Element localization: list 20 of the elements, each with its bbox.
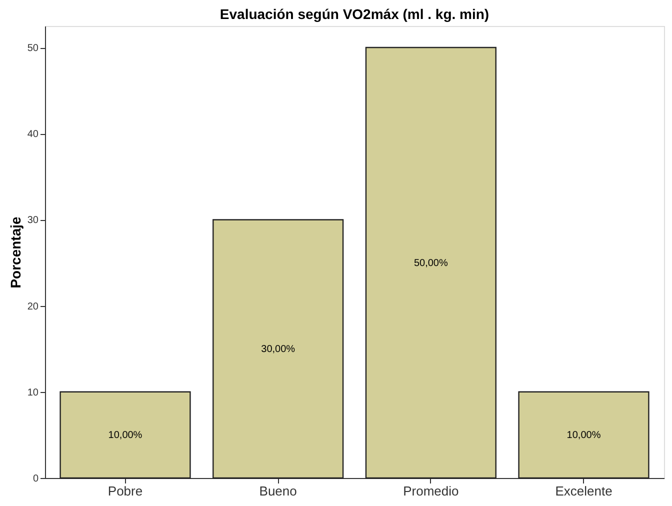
bar [212,219,344,479]
x-tick-label: Pobre [108,484,143,498]
x-tick-label: Promedio [403,484,459,498]
y-tick-label: 30 [27,215,39,226]
bar [518,391,650,479]
y-tick-label: 50 [27,43,39,54]
x-tick-label: Excelente [555,484,612,498]
data-label: 30,00% [261,344,296,355]
data-label: 50,00% [414,258,448,269]
data-label: 10,00% [566,430,601,441]
y-tick-label: 0 [32,474,39,484]
y-tick-label: 20 [27,301,39,312]
y-tick-label: 10 [27,387,39,398]
y-axis-title: Porcentaje [7,216,24,288]
chart-title: Evaluación según VO2máx (ml . kg. min) [220,6,490,22]
bar [365,46,496,479]
y-tick-label: 40 [27,129,39,140]
data-label: 10,00% [108,430,142,441]
bar [60,391,191,479]
x-tick-label: Bueno [259,484,297,498]
